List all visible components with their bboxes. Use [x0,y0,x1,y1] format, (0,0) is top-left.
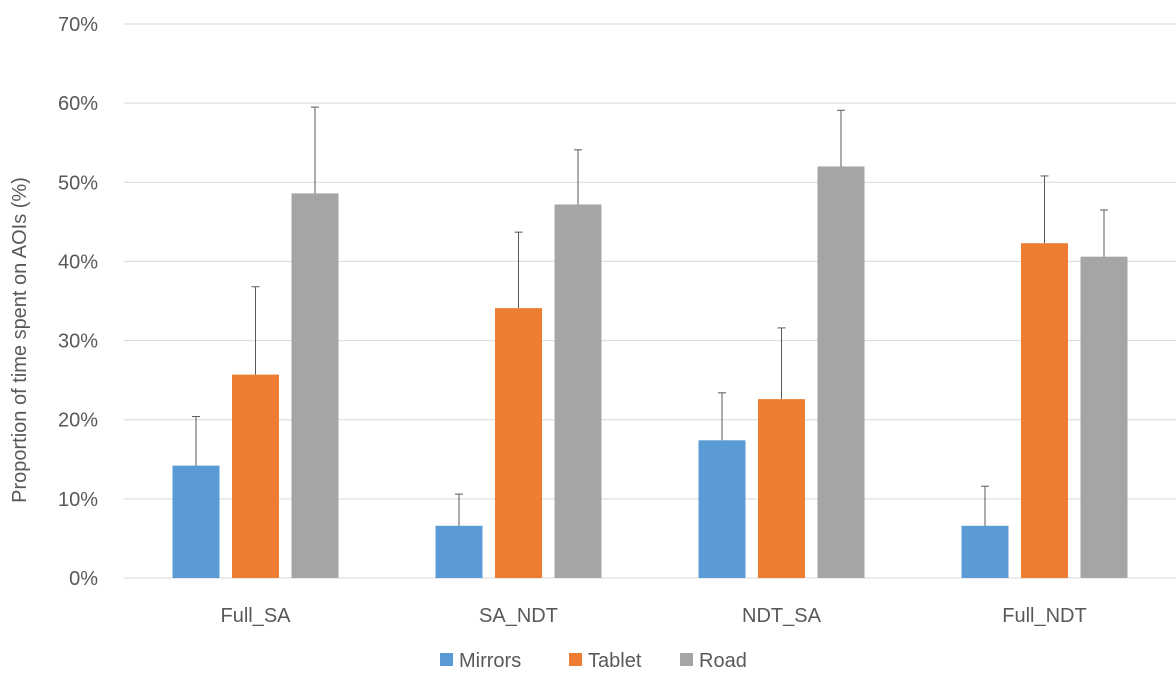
y-tick-label: 60% [58,93,98,115]
y-tick-label: 70% [58,14,98,36]
legend-item-tablet: Tablet [569,650,642,672]
x-category-label: Full_SA [220,605,291,627]
bar-mirrors-ndt_sa [698,440,746,578]
error-bar-tablet-full_ndt [1040,175,1049,244]
error-bar-tablet-ndt_sa [777,327,786,400]
x-category-label: NDT_SA [742,605,822,627]
error-bars [192,106,1108,526]
error-bar-mirrors-full_sa [192,416,200,466]
y-tick-label: 40% [58,251,98,273]
y-tick-label: 20% [58,410,98,432]
error-bar-road-full_ndt [1100,209,1108,257]
legend-label: Tablet [588,650,642,672]
legend-label: Road [699,650,747,672]
error-bar-mirrors-ndt_sa [718,392,726,441]
bar-mirrors-sa_ndt [435,525,483,578]
error-bar-mirrors-full_ndt [981,485,989,526]
bars [172,166,1128,578]
error-bar-mirrors-sa_ndt [455,493,463,526]
bar-mirrors-full_ndt [961,525,1009,578]
legend-item-mirrors: Mirrors [440,650,521,672]
y-tick-label: 50% [58,172,98,194]
x-category-label: SA_NDT [479,605,558,627]
legend-item-road: Road [680,650,747,672]
bar-road-full_ndt [1080,256,1128,578]
legend-swatch [440,653,453,666]
y-tick-label: 10% [58,489,98,511]
bar-tablet-ndt_sa [758,399,805,578]
x-category-label: Full_NDT [1002,605,1086,627]
gridlines [124,23,1176,579]
error-bar-tablet-full_sa [251,286,260,375]
y-tick-label: 0% [69,568,98,590]
legend-swatch [680,653,693,666]
bar-road-full_sa [291,193,339,578]
bar-tablet-full_ndt [1021,243,1068,578]
bar-mirrors-full_sa [172,465,220,578]
error-bar-road-full_sa [311,106,319,194]
y-axis-title: Proportion of time spent on AOIs (%) [9,177,31,503]
y-tick-label: 30% [58,331,98,353]
error-bar-road-sa_ndt [574,149,582,205]
legend: Mirrors Tablet Road [440,650,747,672]
bar-road-sa_ndt [554,204,602,578]
legend-label: Mirrors [459,650,521,672]
x-axis-categories: Full_SA SA_NDT NDT_SA Full_NDT [220,605,1086,627]
error-bar-tablet-sa_ndt [514,231,523,309]
bar-tablet-full_sa [232,374,279,578]
y-axis-ticks: 0% 10% 20% 30% 40% 50% 60% 70% [58,14,98,590]
bar-tablet-sa_ndt [495,308,542,578]
legend-swatch [569,653,582,666]
bar-road-ndt_sa [817,166,865,578]
error-bar-road-ndt_sa [837,109,845,167]
